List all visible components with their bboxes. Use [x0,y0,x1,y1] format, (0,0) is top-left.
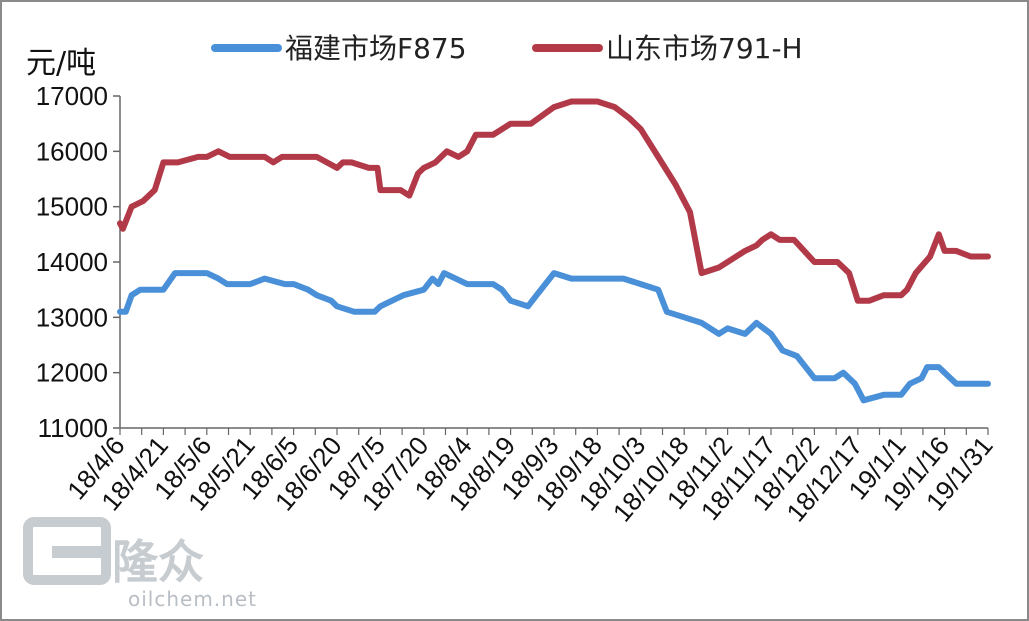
y-tick-label: 14000 [36,247,108,277]
series-line-shandong [117,98,991,304]
watermark-logo-icon [23,517,111,585]
watermark: 隆众 oilchem.net [23,517,257,611]
legend-label-fujian: 福建市场F875 [285,32,467,65]
y-tick-label: 17000 [36,81,108,111]
y-axis-unit-label: 元/吨 [26,46,96,81]
watermark-brand-text: 隆众 [112,535,204,589]
series-line-fujian [117,270,991,404]
legend: 福建市场F875 山东市场791-H [211,32,803,65]
y-tick-label: 11000 [38,413,108,443]
x-axis-ticks: 18/4/618/4/2118/5/618/5/2118/6/518/6/201… [61,428,999,527]
legend-label-shandong: 山东市场791-H [606,32,803,65]
y-tick-label: 13000 [36,302,108,332]
axes [119,96,988,429]
legend-item-fujian: 福建市场F875 [211,32,467,65]
watermark-site-text: oilchem.net [128,587,257,611]
y-tick-label: 12000 [36,358,108,388]
y-tick-label: 16000 [36,136,108,166]
y-axis-ticks: 11000 12000 13000 14000 15000 16000 17000 [36,81,120,443]
y-tick-label: 15000 [36,192,108,222]
series-layer [117,98,991,404]
legend-item-shandong: 山东市场791-H [532,32,803,65]
